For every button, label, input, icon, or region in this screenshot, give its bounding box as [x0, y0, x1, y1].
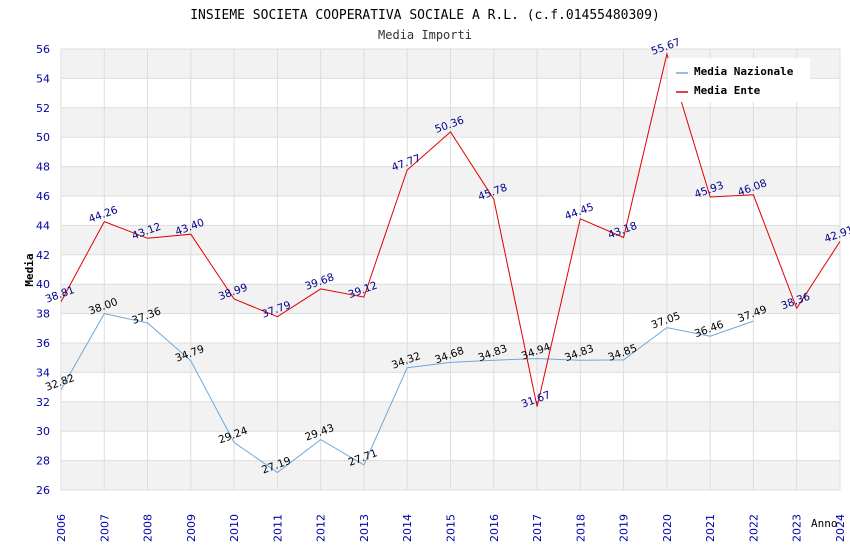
- y-tick-label: 42: [36, 249, 50, 262]
- y-tick-label: 32: [36, 396, 50, 409]
- x-tick-label: 2022: [747, 514, 760, 542]
- data-label: 36.46: [693, 319, 726, 341]
- y-tick-label: 50: [36, 131, 50, 144]
- legend-box: [668, 58, 810, 102]
- legend-label-nazionale: Media Nazionale: [694, 65, 794, 78]
- series-line-nazionale: [60, 313, 754, 474]
- x-tick-label: 2010: [228, 514, 241, 542]
- x-tick-label: 2014: [401, 514, 414, 542]
- chart-title: INSIEME SOCIETA COOPERATIVA SOCIALE A R.…: [190, 8, 660, 23]
- y-tick-label: 46: [36, 190, 50, 203]
- y-tick-label: 40: [36, 278, 50, 291]
- legend-label-ente: Media Ente: [694, 84, 761, 97]
- series-line-ente: [60, 51, 841, 407]
- x-axis-ticks: 2006 2007 2008 2009 2010 2011 2012 2013 2014 2015…: [55, 514, 847, 542]
- x-tick-label: 2023: [791, 514, 804, 542]
- series-lines: [60, 51, 841, 474]
- x-tick-label: 2020: [661, 514, 674, 542]
- y-axis-ticks: 26 28 30 32 34 36 38 40 42 44 46 48 50 52 54 56: [36, 43, 50, 497]
- y-tick-label: 26: [36, 484, 50, 497]
- legend: Media Nazionale Media Ente: [668, 58, 810, 102]
- x-tick-label: 2017: [531, 514, 544, 542]
- y-axis-label: Media: [23, 253, 36, 286]
- data-label: 44.45: [563, 201, 595, 223]
- x-tick-label: 2007: [98, 514, 111, 542]
- x-tick-label: 2012: [315, 514, 328, 542]
- y-tick-label: 30: [36, 425, 50, 438]
- x-tick-label: 2018: [574, 514, 587, 542]
- y-tick-label: 54: [36, 72, 50, 85]
- x-tick-label: 2008: [142, 514, 155, 542]
- x-tick-label: 2009: [185, 514, 198, 542]
- y-tick-label: 38: [36, 308, 50, 321]
- y-tick-label: 36: [36, 337, 50, 350]
- y-tick-label: 56: [36, 43, 50, 56]
- x-tick-label: 2019: [618, 514, 631, 542]
- x-tick-label: 2016: [488, 514, 501, 542]
- y-tick-label: 52: [36, 102, 50, 115]
- y-tick-label: 28: [36, 455, 50, 468]
- x-tick-label: 2006: [55, 514, 68, 542]
- y-tick-label: 48: [36, 161, 50, 174]
- x-tick-label: 2011: [271, 514, 284, 542]
- x-tick-label: 2024: [834, 514, 847, 542]
- x-tick-label: 2013: [358, 514, 371, 542]
- y-tick-label: 44: [36, 219, 50, 232]
- chart-subtitle: Media Importi: [378, 28, 472, 42]
- x-axis-label: Anno: [811, 517, 838, 530]
- x-tick-label: 2015: [445, 514, 458, 542]
- y-tick-label: 34: [36, 366, 50, 379]
- x-tick-label: 2021: [704, 514, 717, 542]
